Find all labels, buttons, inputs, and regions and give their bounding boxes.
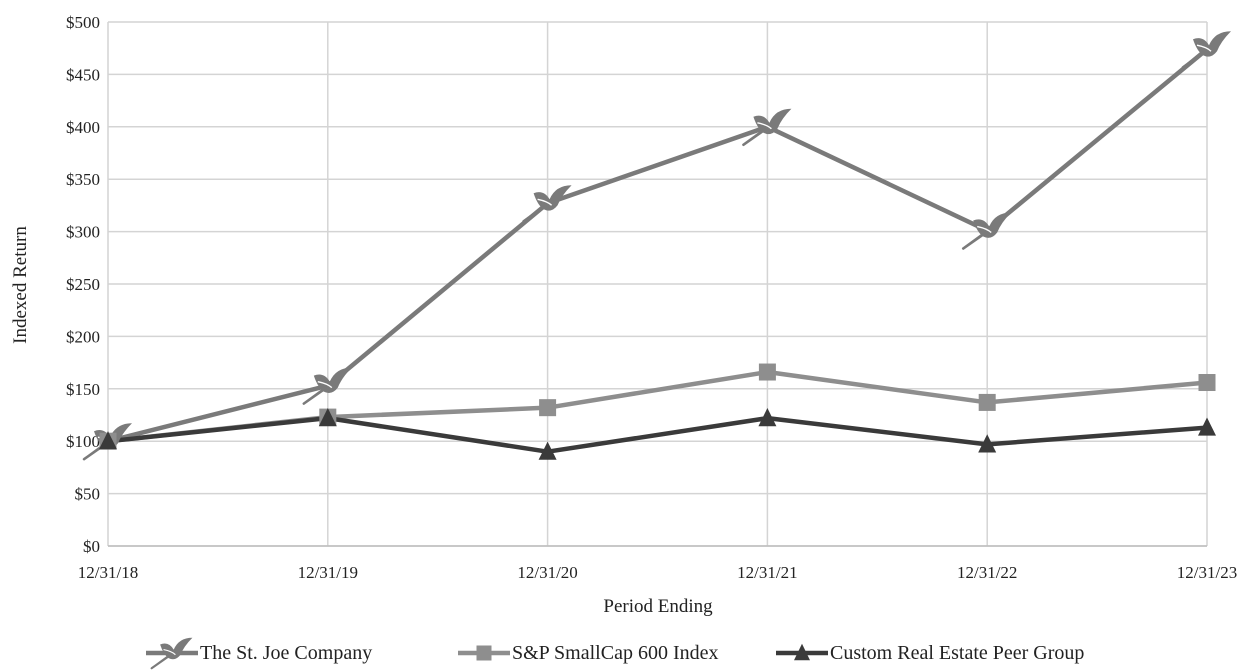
y-axis-tick-labels: $0 $50 $100 $150 $200 $250 $300 $350 $400 $450 $50…	[66, 13, 100, 556]
series-line	[107, 415, 1208, 454]
x-axis-title: Period Ending	[603, 596, 713, 617]
y-tick-label: $450	[66, 65, 100, 84]
y-tick-label: $350	[66, 170, 100, 189]
square-marker	[539, 399, 557, 417]
y-tick-label: $400	[66, 118, 100, 137]
bird-icon	[302, 367, 352, 405]
x-tick-label: 12/31/18	[78, 563, 138, 582]
y-axis-title: Indexed Return	[10, 226, 31, 344]
series-line	[107, 369, 1208, 444]
y-tick-label: $50	[75, 485, 101, 504]
y-tick-label: $200	[66, 327, 100, 346]
series-markers	[82, 31, 1231, 461]
bird-icon	[1181, 31, 1231, 69]
square-marker	[978, 393, 996, 411]
y-tick-label: $250	[66, 275, 100, 294]
x-tick-label: 12/31/22	[957, 563, 1017, 582]
legend-item: The St. Joe Company	[146, 637, 372, 670]
bird-icon	[742, 108, 792, 147]
bird-icon	[522, 185, 572, 223]
legend-label: Custom Real Estate Peer Group	[830, 642, 1084, 664]
y-tick-label: $0	[83, 537, 100, 556]
x-tick-label: 12/31/19	[298, 563, 358, 582]
x-tick-label: 12/31/20	[517, 563, 577, 582]
x-axis-tick-labels: 12/31/18 12/31/19 12/31/20 12/31/21 12/31/22…	[78, 563, 1237, 582]
y-tick-label: $300	[66, 223, 100, 242]
square-marker	[758, 363, 776, 381]
square-marker	[476, 645, 492, 661]
grid-lines	[107, 21, 1208, 547]
legend: The St. Joe Company S&P SmallCap 600 Inde…	[146, 637, 1084, 670]
triangle-marker	[1198, 417, 1216, 436]
triangle-marker	[538, 441, 557, 460]
triangle-marker	[318, 408, 337, 427]
y-tick-label: $100	[66, 432, 100, 451]
legend-label: S&P SmallCap 600 Index	[512, 642, 718, 664]
legend-item: S&P SmallCap 600 Index	[458, 642, 718, 664]
x-tick-label: 12/31/23	[1177, 563, 1237, 582]
triangle-marker	[758, 408, 777, 427]
square-marker	[1198, 374, 1216, 392]
triangle-marker	[794, 643, 810, 661]
y-tick-label: $500	[66, 13, 100, 32]
bird-icon	[150, 637, 193, 670]
triangle-marker	[99, 431, 117, 450]
legend-item: Custom Real Estate Peer Group	[776, 642, 1084, 664]
legend-label: The St. Joe Company	[200, 642, 372, 664]
x-tick-label: 12/31/21	[737, 563, 797, 582]
y-tick-label: $150	[66, 380, 100, 399]
series-line	[107, 47, 1209, 444]
triangle-marker	[978, 434, 997, 453]
series-lines	[107, 47, 1209, 454]
bird-icon	[961, 212, 1012, 250]
